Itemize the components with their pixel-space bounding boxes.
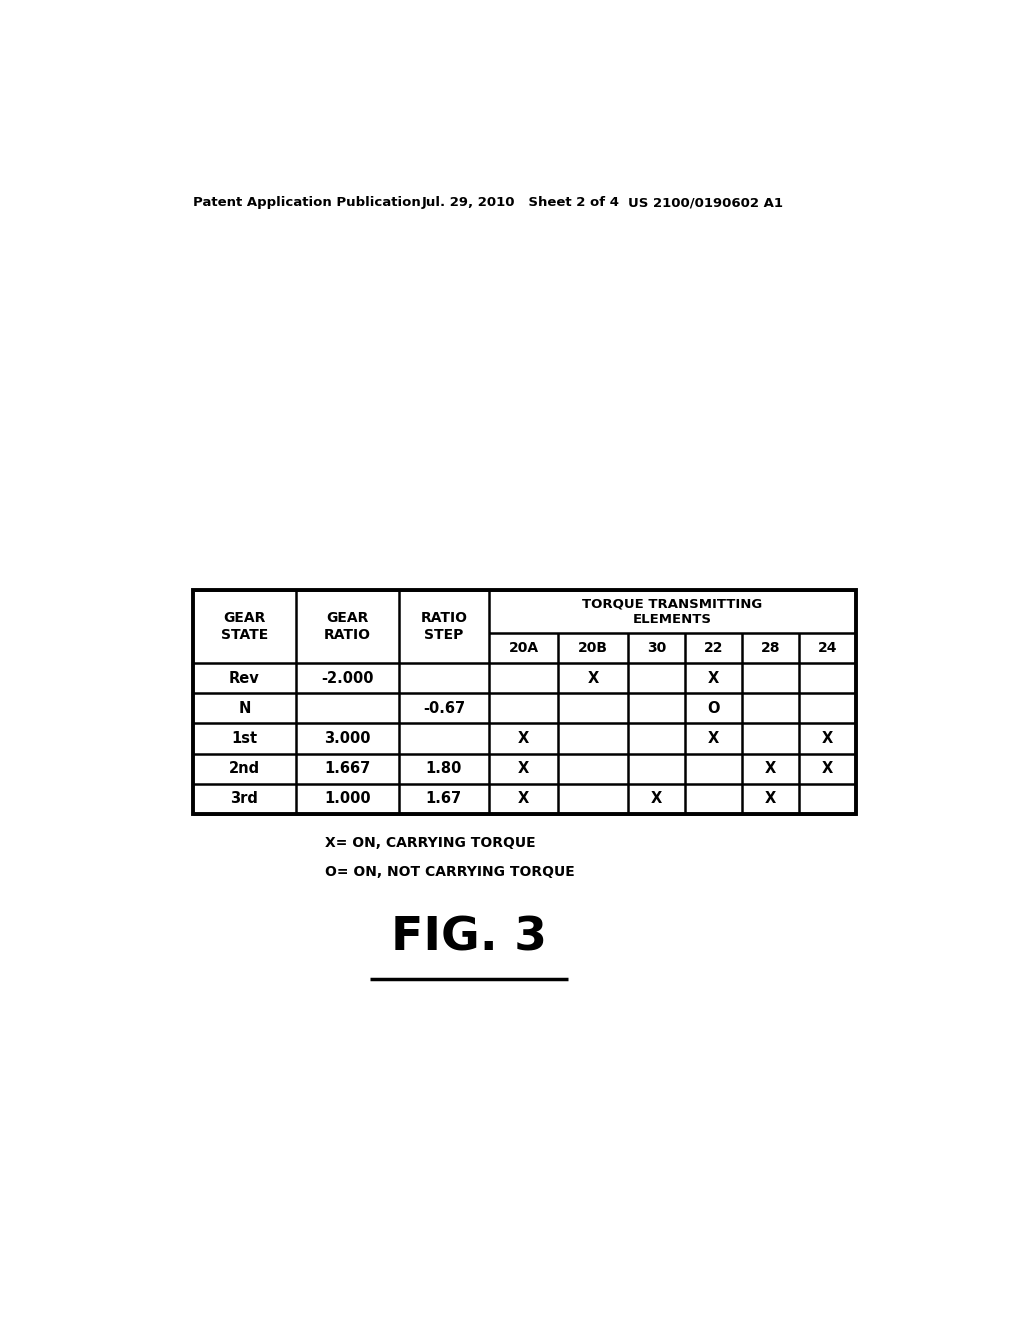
Text: X: X xyxy=(708,671,719,685)
Text: 30: 30 xyxy=(647,642,666,655)
Text: 1st: 1st xyxy=(231,731,258,746)
Text: GEAR
RATIO: GEAR RATIO xyxy=(324,611,371,642)
Text: X: X xyxy=(518,762,529,776)
Text: 20B: 20B xyxy=(579,642,608,655)
Text: N: N xyxy=(239,701,251,715)
Text: O= ON, NOT CARRYING TORQUE: O= ON, NOT CARRYING TORQUE xyxy=(325,865,574,879)
Text: 28: 28 xyxy=(761,642,780,655)
Text: 3.000: 3.000 xyxy=(324,731,371,746)
Text: 1.67: 1.67 xyxy=(426,792,462,807)
Text: X: X xyxy=(765,792,776,807)
Text: 24: 24 xyxy=(817,642,837,655)
Text: 1.80: 1.80 xyxy=(426,762,462,776)
Text: FIG. 3: FIG. 3 xyxy=(391,916,547,961)
Text: X: X xyxy=(518,792,529,807)
Text: X: X xyxy=(708,731,719,746)
Text: X: X xyxy=(518,731,529,746)
Text: -2.000: -2.000 xyxy=(322,671,374,685)
Text: TORQUE TRANSMITTING
ELEMENTS: TORQUE TRANSMITTING ELEMENTS xyxy=(583,598,763,626)
Text: X: X xyxy=(588,671,599,685)
Text: 1.667: 1.667 xyxy=(325,762,371,776)
Text: X: X xyxy=(821,762,833,776)
Text: GEAR
STATE: GEAR STATE xyxy=(221,611,268,642)
Text: US 2100/0190602 A1: US 2100/0190602 A1 xyxy=(628,195,783,209)
Text: X: X xyxy=(651,792,662,807)
Text: -0.67: -0.67 xyxy=(423,701,465,715)
Text: 22: 22 xyxy=(703,642,723,655)
Text: Rev: Rev xyxy=(229,671,260,685)
Text: X: X xyxy=(821,731,833,746)
Text: X= ON, CARRYING TORQUE: X= ON, CARRYING TORQUE xyxy=(325,837,536,850)
Text: O: O xyxy=(708,701,720,715)
Text: Jul. 29, 2010   Sheet 2 of 4: Jul. 29, 2010 Sheet 2 of 4 xyxy=(422,195,620,209)
Text: 2nd: 2nd xyxy=(229,762,260,776)
Text: 3rd: 3rd xyxy=(230,792,258,807)
Text: 1.000: 1.000 xyxy=(324,792,371,807)
Text: 20A: 20A xyxy=(509,642,539,655)
Text: RATIO
STEP: RATIO STEP xyxy=(420,611,467,642)
Text: X: X xyxy=(765,762,776,776)
Bar xyxy=(194,590,856,814)
Text: Patent Application Publication: Patent Application Publication xyxy=(194,195,421,209)
